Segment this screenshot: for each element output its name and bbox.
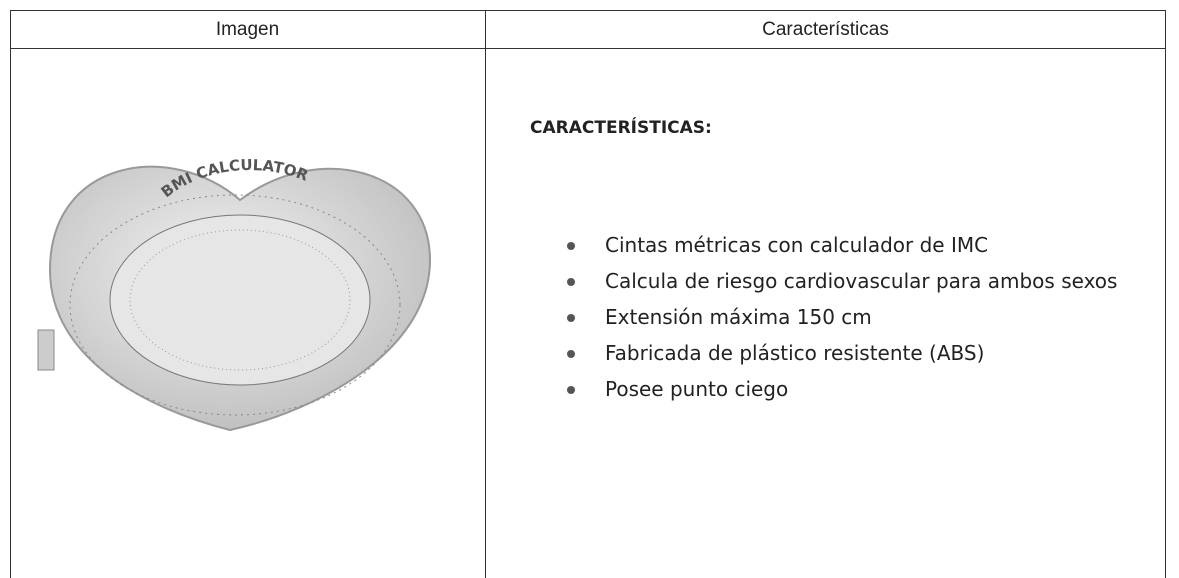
product-image: BMI CALCULATOR <box>37 156 432 432</box>
header-cell: Características <box>762 19 889 40</box>
feature-item: Calcula de riesgo cardiovascular para am… <box>565 264 1145 298</box>
dial <box>109 214 371 386</box>
tape-end <box>37 329 55 371</box>
table-border <box>10 10 11 578</box>
dial-ticks <box>129 229 351 371</box>
row-divider <box>10 48 1166 49</box>
feature-item: Cintas métricas con calculador de IMC <box>565 228 1145 262</box>
scale-ring <box>69 194 401 416</box>
section-heading: CARACTERÍSTICAS: <box>530 118 712 138</box>
feature-list: Cintas métricas con calculador de IMC Cal… <box>565 228 1145 408</box>
table-border <box>10 10 1166 11</box>
feature-item: Posee punto ciego <box>565 372 1145 406</box>
feature-item: Fabricada de plástico resistente (ABS) <box>565 336 1145 370</box>
header-cell: Imagen <box>215 19 280 40</box>
table-border <box>1165 10 1166 578</box>
column-divider <box>485 10 486 578</box>
feature-item: Extensión máxima 150 cm <box>565 300 1145 334</box>
